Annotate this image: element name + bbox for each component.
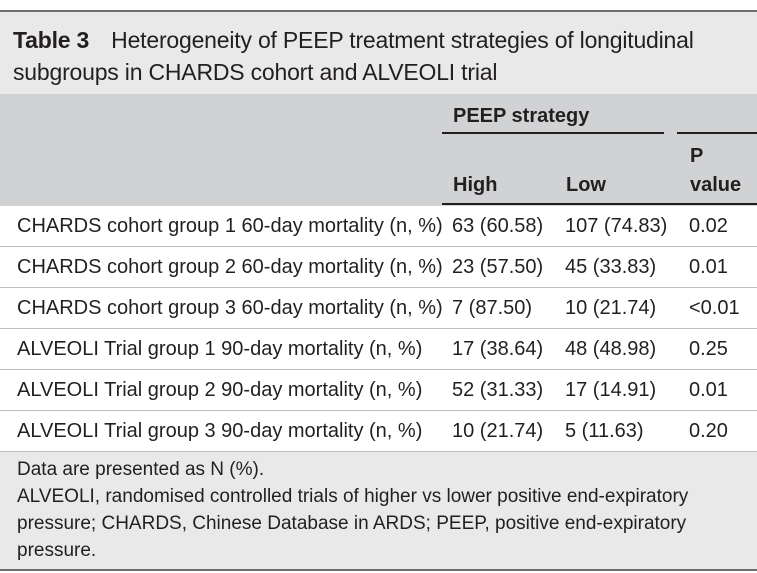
table-caption: Table 3 Heterogeneity of PEEP treatment s… (0, 10, 757, 96)
cell-p-value: <0.01 (689, 297, 740, 319)
cell-high: 63 (60.58) (452, 215, 544, 237)
cell-low: 48 (48.98) (565, 338, 657, 360)
cell-high: 7 (87.50) (452, 297, 533, 319)
cell-p-value: 0.01 (689, 256, 728, 278)
table-row: CHARDS cohort group 2 60-day mortality (… (0, 247, 757, 288)
cell-p-value: 0.01 (689, 379, 728, 401)
table-footnotes: Data are presented as N (%). ALVEOLI, ra… (0, 452, 757, 570)
cell-p-value: 0.02 (689, 215, 728, 237)
group-header-rule (442, 132, 664, 134)
group-header: PEEP strategy (453, 105, 590, 127)
table-row: CHARDS cohort group 1 60-day mortality (… (0, 206, 757, 247)
cell-p-value: 0.25 (689, 338, 728, 360)
column-header-value: value (690, 174, 742, 196)
header-bottom-rule (442, 203, 757, 205)
table-label: Table 3 (13, 27, 90, 53)
p-header-rule (677, 132, 757, 134)
row-label: ALVEOLI Trial group 1 90-day mortality (… (17, 338, 423, 360)
column-header-p: P (690, 145, 704, 167)
footnote-line: Data are presented as N (%). (17, 459, 265, 480)
caption-line-2: subgroups in CHARDS cohort and ALVEOLI t… (13, 59, 498, 85)
cell-low: 10 (21.74) (565, 297, 657, 319)
cell-p-value: 0.20 (689, 420, 728, 442)
cell-low: 17 (14.91) (565, 379, 657, 401)
cell-low: 107 (74.83) (565, 215, 668, 237)
row-label: ALVEOLI Trial group 3 90-day mortality (… (17, 420, 423, 442)
caption-line-1: Heterogeneity of PEEP treatment strategi… (111, 27, 694, 53)
row-label: CHARDS cohort group 2 60-day mortality (… (17, 256, 443, 278)
row-label: CHARDS cohort group 1 60-day mortality (… (17, 215, 443, 237)
cell-high: 52 (31.33) (452, 379, 544, 401)
row-label: ALVEOLI Trial group 2 90-day mortality (… (17, 379, 423, 401)
table-row: CHARDS cohort group 3 60-day mortality (… (0, 288, 757, 329)
footnote-line: pressure. (17, 540, 97, 561)
footnote-line: ALVEOLI, randomised controlled trials of… (17, 486, 689, 507)
column-header-low: Low (566, 174, 606, 196)
table-header: PEEP strategy High Low P value (0, 94, 757, 206)
table-row: ALVEOLI Trial group 2 90-day mortality (… (0, 370, 757, 411)
footnote-line: pressure; CHARDS, Chinese Database in AR… (17, 513, 687, 534)
cell-high: 10 (21.74) (452, 420, 544, 442)
cell-low: 5 (11.63) (565, 420, 644, 442)
row-label: CHARDS cohort group 3 60-day mortality (… (17, 297, 443, 319)
column-header-high: High (453, 174, 498, 196)
table-row: ALVEOLI Trial group 3 90-day mortality (… (0, 411, 757, 452)
cell-high: 23 (57.50) (452, 256, 544, 278)
cell-high: 17 (38.64) (452, 338, 544, 360)
table-bottom-rule (0, 569, 757, 571)
table-row: ALVEOLI Trial group 1 90-day mortality (… (0, 329, 757, 370)
cell-low: 45 (33.83) (565, 256, 657, 278)
